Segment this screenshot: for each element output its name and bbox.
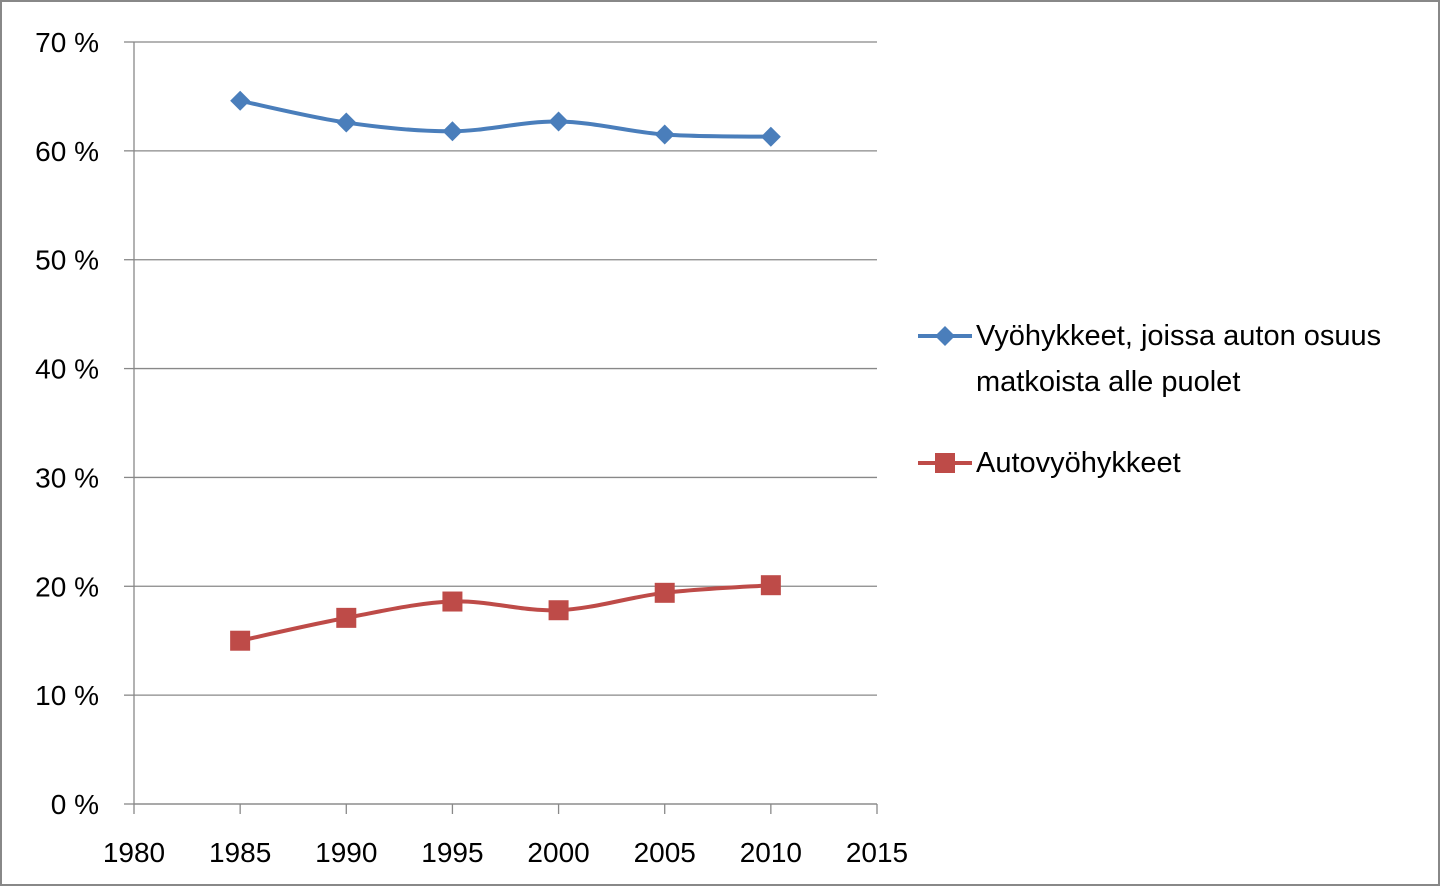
legend-label: Autovyöhykkeet (976, 447, 1181, 479)
point (230, 630, 251, 651)
point (654, 124, 675, 145)
legend-marker (935, 453, 955, 473)
point (548, 600, 569, 621)
x-tick-label: 2005 (634, 837, 696, 868)
legend-label: Vyöhykkeet, joissa auton osuus matkoista… (976, 320, 1382, 398)
point (442, 121, 463, 142)
point (548, 111, 569, 132)
point (442, 591, 463, 612)
x-tick-label: 2000 (527, 837, 589, 868)
legend-marker (935, 326, 955, 346)
x-tick-label: 2010 (740, 837, 802, 868)
point (760, 575, 781, 596)
point (230, 90, 251, 111)
point (336, 607, 357, 628)
series-line (239, 98, 771, 139)
y-tick-label: 50 % (35, 245, 99, 276)
y-tick-label: 30 % (35, 462, 99, 493)
y-tick-label: 0 % (51, 789, 99, 820)
x-tick-label: 1980 (103, 837, 165, 868)
y-tick-label: 40 % (35, 354, 99, 385)
series-line (239, 583, 772, 643)
point (654, 582, 675, 603)
point (760, 126, 781, 147)
y-tick-label: 60 % (35, 136, 99, 167)
y-tick-label: 70 % (35, 27, 99, 58)
x-tick-label: 1995 (421, 837, 483, 868)
x-tick-label: 2015 (846, 837, 908, 868)
y-tick-label: 20 % (35, 571, 99, 602)
point (336, 112, 357, 133)
y-tick-label: 10 % (35, 680, 99, 711)
x-tick-label: 1990 (315, 837, 377, 868)
x-tick-label: 1985 (209, 837, 271, 868)
